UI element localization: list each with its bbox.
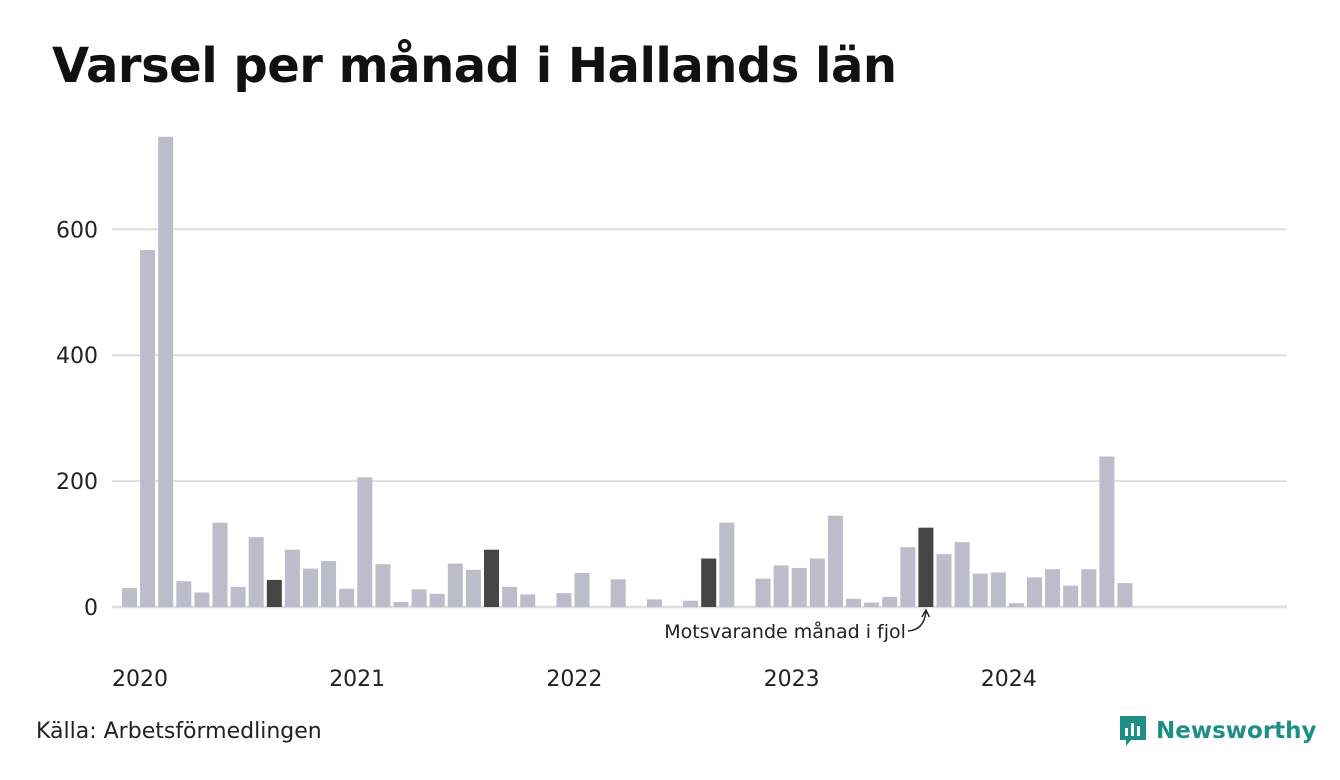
bar xyxy=(411,589,427,607)
bar xyxy=(1099,456,1115,607)
bar xyxy=(520,594,536,607)
chart-title: Varsel per månad i Hallands län xyxy=(52,38,897,94)
x-tick-label: 2020 xyxy=(112,667,168,692)
y-tick-label: 600 xyxy=(56,218,98,243)
bar xyxy=(1063,585,1079,607)
brand-name: Newsworthy xyxy=(1156,718,1317,744)
bar xyxy=(212,522,228,607)
bar xyxy=(846,598,861,607)
bar xyxy=(791,567,807,607)
bar xyxy=(1117,583,1133,607)
brand-logo[interactable]: Newsworthy xyxy=(1118,714,1317,748)
bar xyxy=(321,561,337,607)
last-year-annotation: Motsvarande månad i fjol xyxy=(664,620,906,643)
annotations: Motsvarande månad i fjol xyxy=(664,608,931,643)
y-tick-label: 400 xyxy=(56,344,98,369)
bar xyxy=(502,586,518,607)
bar xyxy=(1008,603,1024,607)
bar xyxy=(900,547,916,607)
annotation-arrowhead xyxy=(921,608,931,618)
y-axis-labels: 0 200 400 600 xyxy=(56,218,98,621)
bar xyxy=(1027,577,1042,607)
bar xyxy=(610,579,626,607)
bar xyxy=(176,581,192,607)
bar xyxy=(683,600,699,607)
bar xyxy=(375,564,391,607)
bar xyxy=(447,563,463,607)
bar xyxy=(194,592,210,607)
x-tick-label: 2021 xyxy=(329,667,385,692)
bar xyxy=(646,599,662,607)
x-tick-label: 2022 xyxy=(546,667,602,692)
bar xyxy=(429,593,445,607)
bars xyxy=(122,136,1133,608)
bar xyxy=(864,602,880,607)
bar xyxy=(556,593,572,607)
bar xyxy=(122,588,137,607)
bar xyxy=(1081,569,1097,607)
annotation-arrow xyxy=(907,611,927,632)
bar xyxy=(773,565,789,607)
bar xyxy=(990,572,1006,607)
bar xyxy=(339,588,355,607)
bar xyxy=(1045,569,1061,607)
bar xyxy=(701,558,717,607)
bar xyxy=(972,573,988,607)
bar xyxy=(954,542,970,607)
bar xyxy=(755,578,771,607)
bar xyxy=(357,477,373,607)
bar xyxy=(393,601,409,607)
x-tick-label: 2024 xyxy=(981,667,1037,692)
bar xyxy=(248,537,264,607)
bar xyxy=(882,596,898,607)
bar xyxy=(303,568,318,607)
bar xyxy=(827,515,843,607)
bar xyxy=(918,527,934,607)
x-axis-labels: 2020 2021 2022 2023 2024 xyxy=(112,667,1037,692)
x-tick-label: 2023 xyxy=(764,667,820,692)
bar xyxy=(719,522,735,607)
bar xyxy=(230,586,246,607)
bar xyxy=(158,136,174,608)
bar xyxy=(484,549,499,607)
bar xyxy=(266,579,282,607)
source-note: Källa: Arbetsförmedlingen xyxy=(36,719,322,744)
bar xyxy=(809,558,825,607)
bar xyxy=(140,250,156,608)
bar xyxy=(574,573,590,607)
y-tick-label: 0 xyxy=(84,596,98,621)
bar xyxy=(936,554,952,607)
newsworthy-logo-icon xyxy=(1120,716,1146,746)
bar xyxy=(465,569,481,607)
y-tick-label: 200 xyxy=(56,470,98,495)
bar xyxy=(284,549,300,607)
